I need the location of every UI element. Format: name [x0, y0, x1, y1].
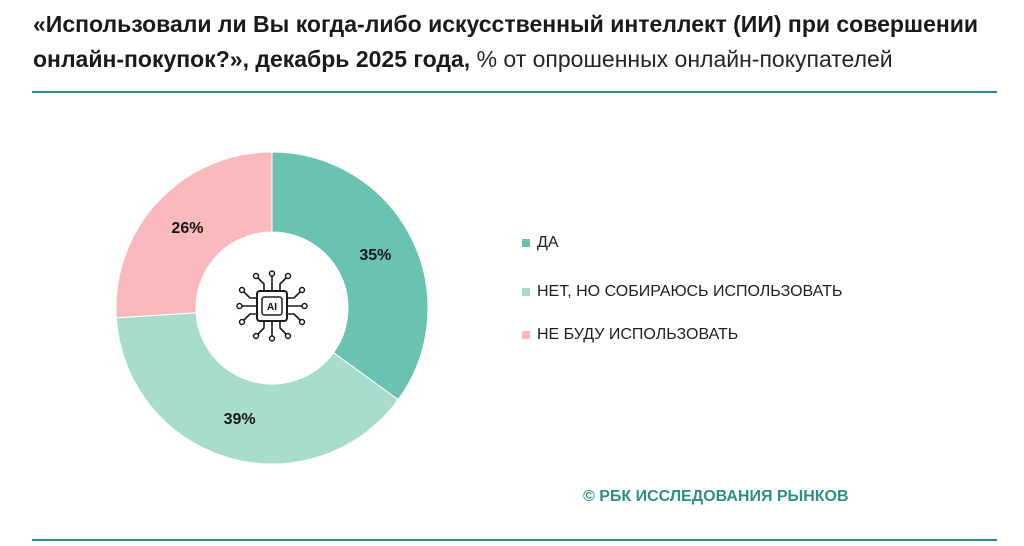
- legend-item-ne-budu: НЕ БУДУ ИСПОЛЬЗОВАТЬ: [522, 325, 738, 345]
- source-credit: © РБК ИССЛЕДОВАНИЯ РЫНКОВ: [583, 488, 849, 505]
- ai-chip-label: AI: [267, 302, 277, 313]
- ai-chip-core: [261, 296, 283, 316]
- data-label-3: 26%: [171, 220, 203, 237]
- data-label-2: 39%: [224, 411, 256, 428]
- title-divider: [32, 91, 997, 93]
- legend-label: ДА: [537, 234, 559, 251]
- donut-slices: [115, 151, 429, 465]
- donut-slice-2: [115, 312, 399, 465]
- chart-subtitle: % от опрошенных онлайн-покупателей: [476, 46, 893, 72]
- ai-chip-traces: [241, 275, 303, 337]
- donut-chart: 35% 39% 26% AI: [115, 151, 429, 465]
- legend-swatch: [522, 288, 530, 296]
- legend-label: НЕТ, НО СОБИРАЮСЬ ИСПОЛЬЗОВАТЬ: [537, 283, 843, 300]
- data-labels: 35% 39% 26%: [171, 220, 391, 428]
- ai-chip-icon: AI: [236, 270, 308, 342]
- donut-slice-3: [115, 151, 273, 319]
- legend-item-net-no-sobirayus: НЕТ, НО СОБИРАЮСЬ ИСПОЛЬЗОВАТЬ: [522, 282, 842, 302]
- legend-swatch: [522, 331, 530, 339]
- chart-title: «Использовали ли Вы когда-либо искусстве…: [33, 11, 979, 72]
- ai-chip-trace-ends: [236, 270, 308, 342]
- legend-item-da: ДА: [522, 233, 559, 253]
- legend-label: НЕ БУДУ ИСПОЛЬЗОВАТЬ: [537, 326, 739, 343]
- legend-swatch: [522, 239, 530, 247]
- donut-slice-1: [271, 151, 429, 401]
- chart-title-block: «Использовали ли Вы когда-либо искусстве…: [33, 7, 1008, 77]
- bottom-divider: [32, 539, 997, 541]
- data-label-1: 35%: [359, 247, 391, 264]
